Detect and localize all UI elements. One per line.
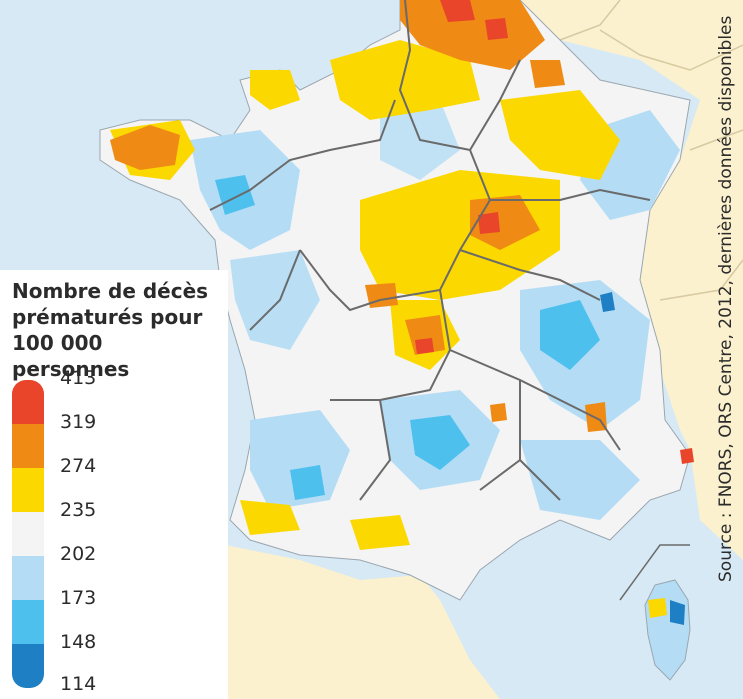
zone-lower-southwest [290,465,325,500]
zone-high-centre [470,195,540,250]
zone-high-north [400,0,545,70]
zone-lower-alps [540,300,600,370]
corsica-inset-frame [619,544,690,601]
legend-swatch-7 [12,644,44,688]
zone-lower-west [215,175,255,215]
zone-highest-north-east [485,18,508,40]
zone-highest-limousin [415,338,434,354]
neighbor-country-spain [225,545,500,699]
zone-mid-south [240,500,300,535]
zone-low-southwest [250,410,350,510]
neighbor-country-italy [690,450,743,560]
zone-highest-centre [478,212,500,234]
zone-highest-north [440,0,475,22]
zone-high-rhone [490,403,507,422]
legend-tick-1: 413 [60,367,97,389]
legend-tick-4: 235 [60,499,97,521]
zone-mid-north [330,40,480,120]
country-border-line [559,0,743,301]
zone-high-brittany [110,125,180,170]
legend-tick-5: 202 [60,543,97,565]
legend-swatch-3 [12,468,44,512]
legend-title: Nombre de décès prématurés pour 100 000 … [12,279,209,381]
zone-high-ardennes [530,60,565,88]
zone-lowest-spot [600,292,615,312]
zone-low-southeast [520,440,640,520]
legend-tick-2: 319 [60,411,97,433]
legend-swatch-6 [12,600,44,644]
legend: Nombre de décès prématurés pour 100 000 … [0,270,228,699]
legend-tick-6: 173 [60,587,97,609]
zone-highest-nice [680,448,694,464]
legend-swatch-2 [12,424,44,468]
corsica-mid-zone [648,598,667,618]
region-borders [209,0,651,501]
zone-low-loire [230,250,320,350]
zone-lower-massif [410,415,470,470]
zone-mid-normandy [250,70,300,110]
zone-mid-east [500,90,620,180]
legend-tick-8: 114 [60,673,97,695]
legend-tick-3: 274 [60,455,97,477]
source-note: Source : FNORS, ORS Centre, 2012, derniè… [716,15,736,582]
legend-tick-7: 148 [60,631,97,653]
zone-high-limousin [405,315,445,355]
neighbor-countries-east [520,0,743,560]
corsica-low-zone [670,600,685,625]
legend-swatch-1 [12,380,44,424]
legend-swatch-5 [12,556,44,600]
legend-swatch-4 [12,512,44,556]
zone-mid-pyrenees [350,515,410,550]
